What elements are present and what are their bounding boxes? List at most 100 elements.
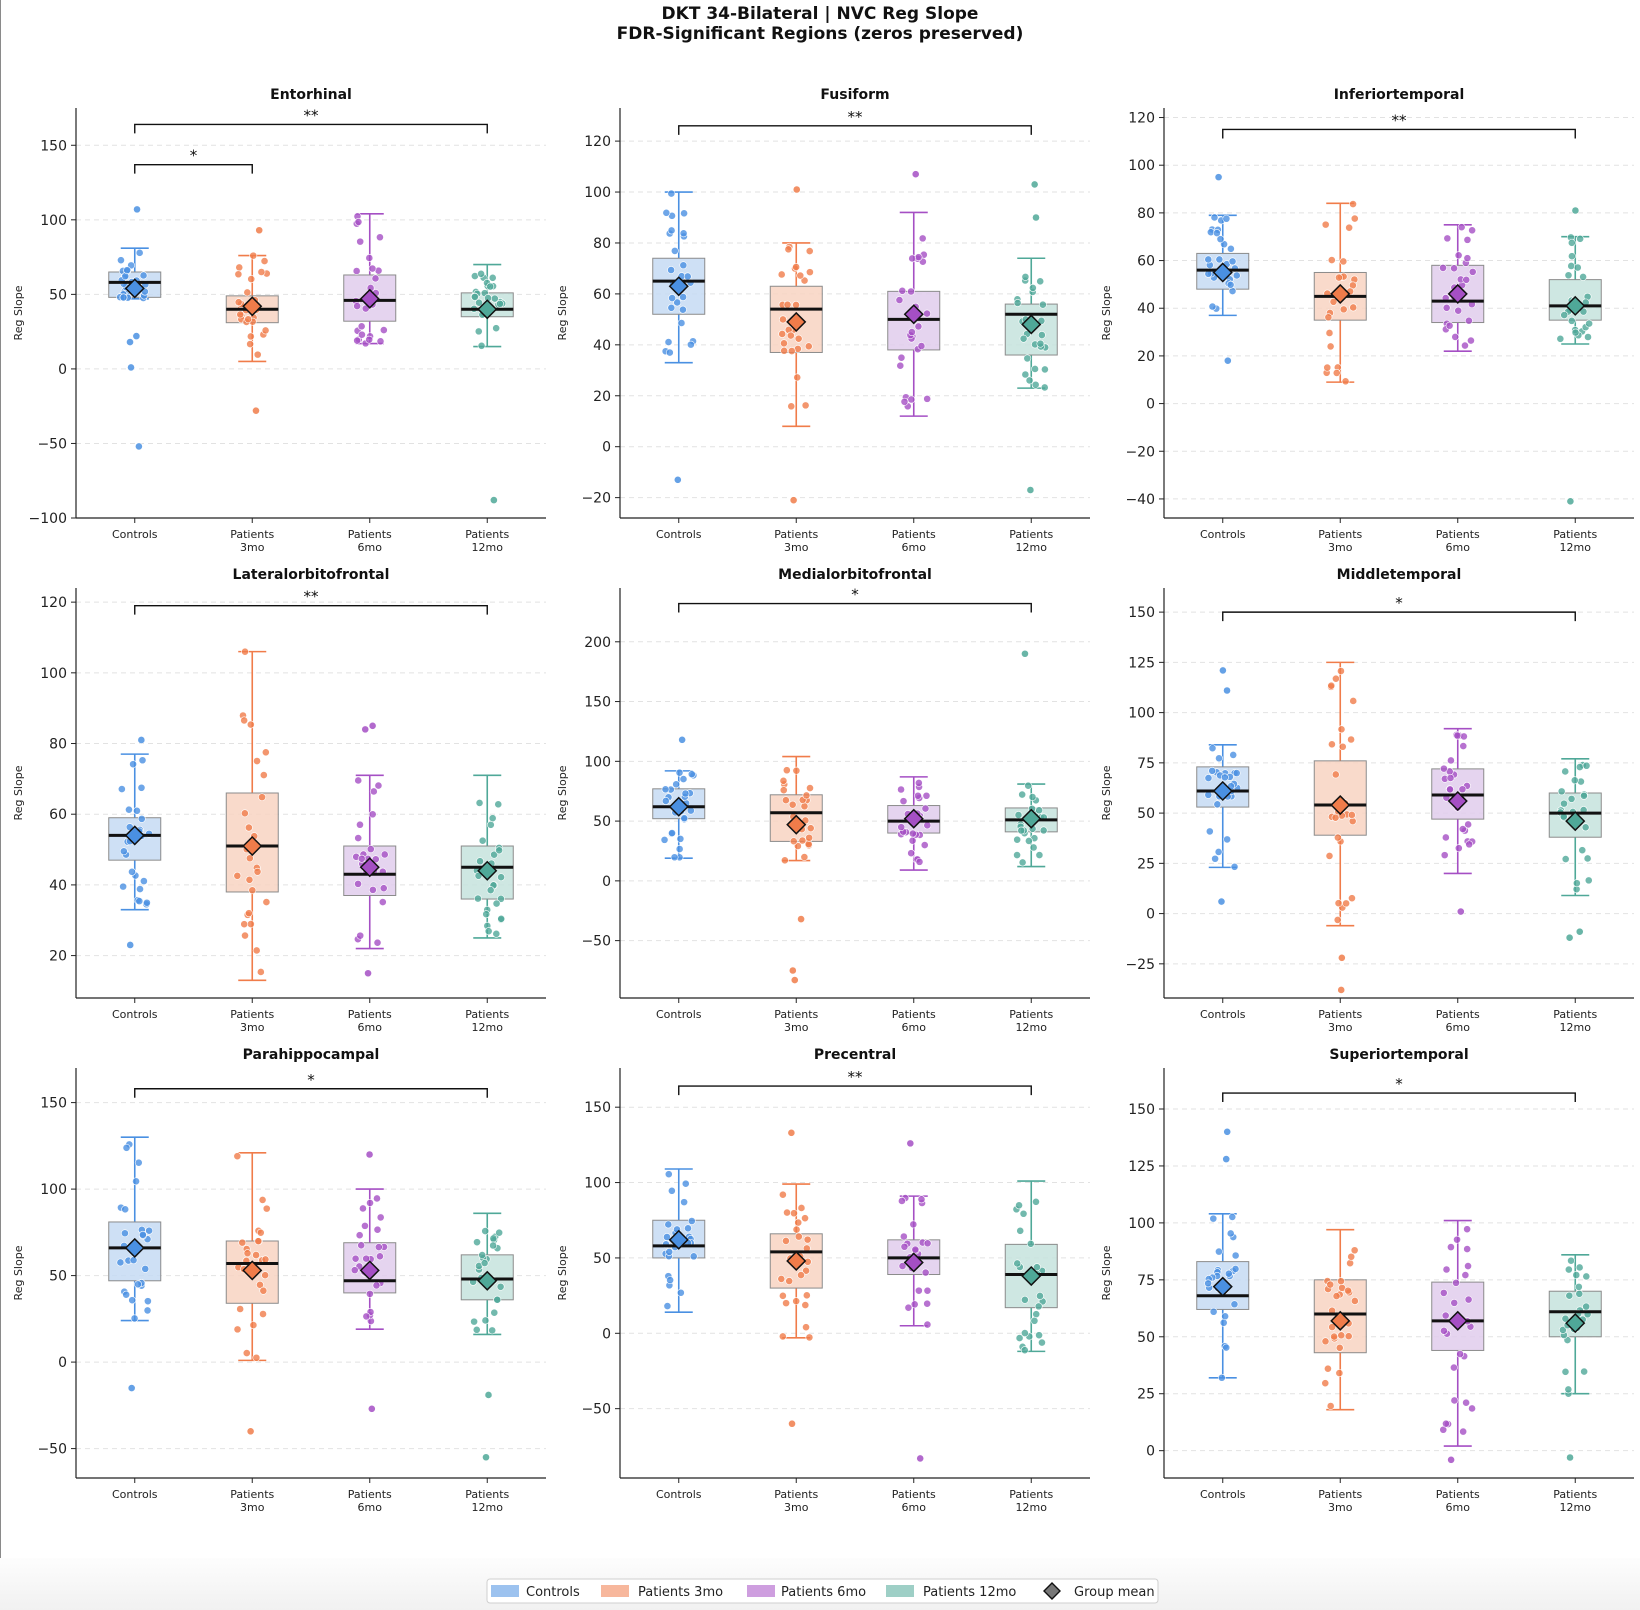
data-point — [792, 1297, 801, 1306]
data-point — [1019, 334, 1028, 343]
data-point — [802, 1266, 810, 1275]
data-point — [123, 266, 132, 275]
data-point — [915, 857, 924, 866]
data-point — [1441, 1311, 1450, 1320]
significance-label: ** — [1392, 111, 1408, 129]
data-point — [786, 331, 795, 340]
data-point — [1017, 826, 1026, 835]
y-tick-label: 40 — [1137, 301, 1155, 317]
data-point — [246, 332, 255, 341]
data-point — [240, 809, 249, 818]
data-point — [664, 1170, 673, 1179]
data-point — [473, 1238, 481, 1247]
data-point — [1443, 234, 1452, 243]
data-point — [1228, 257, 1237, 266]
data-point — [780, 339, 788, 348]
box-2 — [1431, 1219, 1485, 1464]
data-point — [1445, 321, 1454, 330]
data-point — [792, 1225, 801, 1234]
data-point — [496, 1282, 505, 1291]
data-point — [679, 305, 687, 314]
data-point — [1344, 1286, 1352, 1295]
data-point — [1326, 342, 1335, 351]
data-point — [1226, 1229, 1235, 1238]
outlier-point — [1337, 986, 1346, 994]
data-point — [236, 310, 245, 319]
legend-label: Patients 3mo — [638, 1585, 723, 1600]
x-tick-label: Patients — [1318, 1008, 1362, 1021]
data-point — [1464, 1295, 1473, 1304]
y-tick-label: 150 — [40, 1096, 67, 1112]
data-point — [1019, 1209, 1028, 1218]
data-point — [1568, 252, 1576, 261]
data-point — [361, 304, 370, 313]
data-point — [921, 804, 930, 813]
data-point — [235, 263, 244, 272]
box-0 — [108, 736, 162, 949]
data-point — [354, 834, 363, 842]
legend-label: Patients 6mo — [781, 1585, 866, 1600]
data-point — [136, 885, 144, 893]
data-point — [897, 785, 905, 794]
significance-label: * — [851, 586, 859, 604]
legend-mean-marker — [1043, 1582, 1061, 1600]
outlier-point — [1456, 907, 1465, 916]
box-0 — [108, 1136, 162, 1392]
data-point — [679, 775, 688, 783]
data-point — [358, 330, 366, 339]
data-point — [1564, 271, 1573, 280]
box-1 — [1313, 661, 1367, 994]
y-tick-label: 0 — [1146, 1444, 1155, 1460]
data-point — [1032, 1197, 1040, 1206]
outlier-point — [255, 226, 264, 235]
significance-bracket — [134, 1088, 488, 1098]
data-point — [353, 302, 362, 310]
data-point — [667, 303, 676, 312]
data-point — [1025, 376, 1034, 385]
data-point — [1013, 835, 1022, 844]
data-point — [1329, 297, 1338, 306]
data-point — [352, 267, 361, 275]
outlier-point — [792, 185, 801, 194]
box-3 — [1004, 649, 1058, 868]
data-point — [475, 298, 483, 307]
data-point — [689, 1252, 698, 1261]
mean-marker — [1565, 811, 1586, 832]
y-tick-label: 20 — [49, 949, 67, 965]
x-tick-label: Patients — [230, 1488, 274, 1501]
significance-label: * — [307, 1071, 315, 1089]
data-point — [374, 1243, 383, 1251]
data-point — [116, 1258, 125, 1267]
data-point — [1018, 790, 1027, 799]
data-point — [1228, 1213, 1237, 1221]
outlier-point — [797, 915, 805, 924]
data-point — [788, 800, 797, 809]
data-point — [1349, 303, 1358, 312]
data-point — [1439, 764, 1448, 773]
data-point — [1014, 811, 1023, 819]
data-point — [1582, 1272, 1591, 1281]
data-point — [1020, 1346, 1029, 1355]
data-point — [1446, 774, 1455, 782]
panel-title: Superiortemporal — [1329, 1047, 1468, 1063]
y-tick-label: 50 — [593, 814, 611, 830]
y-tick-label: −50 — [37, 436, 67, 452]
box-2 — [1431, 727, 1485, 916]
x-tick-label-sub: 6mo — [902, 541, 927, 554]
box-3 — [1548, 1253, 1602, 1462]
outlier-point — [789, 496, 798, 505]
data-point — [1222, 1343, 1231, 1352]
data-point — [1214, 848, 1223, 856]
data-point — [1223, 835, 1232, 844]
data-point — [895, 296, 904, 304]
data-point — [1324, 1364, 1332, 1373]
data-point — [354, 776, 363, 785]
data-point — [1468, 267, 1477, 276]
data-point — [780, 346, 789, 355]
data-point — [1567, 316, 1576, 325]
panel-title: Entorhinal — [270, 87, 352, 103]
data-point — [914, 778, 923, 787]
legend-box — [486, 1578, 1159, 1604]
y-tick-label: 50 — [49, 1269, 67, 1285]
data-point — [783, 1208, 791, 1217]
